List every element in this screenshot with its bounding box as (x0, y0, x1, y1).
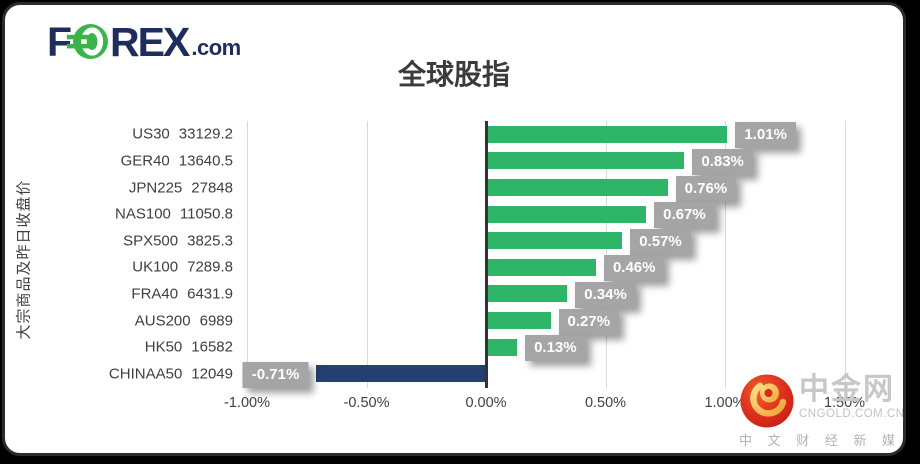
category-label: CHINAA50 12049 (5, 365, 233, 382)
value-label: -0.71% (242, 361, 309, 388)
value-label: 0.83% (692, 148, 753, 175)
index-close-price: 6431.9 (187, 285, 233, 303)
index-name: HK50 (144, 338, 183, 356)
value-label: 0.76% (675, 175, 737, 202)
index-name: UK100 (132, 258, 179, 276)
index-close-price: 33129.2 (178, 125, 233, 143)
forex-logo-rex: REX (110, 19, 190, 65)
category-label: JPN225 27848 (5, 179, 233, 196)
bar-positive (486, 179, 668, 196)
bar-positive (486, 312, 551, 329)
x-axis-tick: 0.00% (465, 395, 507, 411)
cngold-watermark-texts: 中金网 CNGOLD.COM.CN (799, 373, 905, 421)
forex-logo-f: F (47, 19, 72, 65)
category-label: UK100 7289.8 (5, 259, 233, 276)
index-name: AUS200 (134, 312, 191, 329)
forex-logo-com: .com (191, 35, 241, 60)
bar-positive (486, 258, 596, 276)
category-label: HK50 16582 (5, 339, 233, 356)
cngold-watermark-top: 中金网 CNGOLD.COM.CN (739, 373, 903, 429)
index-close-price: 27848 (191, 179, 233, 196)
gridline (366, 121, 368, 388)
index-name: NAS100 (115, 205, 171, 223)
chart-card: F REX .com 全球股指 大宗商品及昨日收盘价 -1.00% -0.50% 0… (2, 2, 906, 456)
value-label: 0.46% (603, 255, 665, 282)
category-label: NAS100 11050.8 (5, 206, 233, 223)
cngold-site-domain: CNGOLD.COM.CN (799, 408, 905, 420)
index-close-price: 6989 (199, 312, 233, 329)
cngold-watermark: 中金网 CNGOLD.COM.CN 中 文 财 经 新 媒 体 (739, 373, 903, 449)
bar-positive (486, 285, 568, 303)
category-label: GER40 13640.5 (5, 152, 233, 169)
gridline (247, 121, 248, 388)
index-close-price: 16582 (191, 338, 233, 356)
index-close-price: 3825.3 (187, 232, 233, 250)
index-name: SPX500 (123, 232, 179, 250)
cngold-logo-icon (740, 374, 794, 428)
index-name: CHINAA50 (108, 365, 183, 383)
x-axis-tick: -1.00% (224, 395, 270, 411)
bar-positive (486, 232, 623, 250)
value-label: 0.67% (654, 202, 715, 229)
category-label: FRA40 6431.9 (5, 285, 233, 302)
value-label: 0.13% (525, 335, 586, 362)
x-axis-tick: 0.50% (584, 395, 627, 411)
index-name: JPN225 (128, 179, 183, 196)
category-label: US30 33129.2 (5, 126, 233, 143)
gridline (605, 121, 607, 388)
bar-positive (486, 205, 647, 223)
x-axis-tick: 1.00% (704, 395, 746, 411)
index-name: FRA40 (131, 285, 179, 303)
index-name: GER40 (120, 152, 170, 170)
chart-title: 全球股指 (397, 59, 510, 90)
value-label: 0.27% (558, 308, 620, 335)
index-name: US30 (132, 125, 170, 143)
category-label: SPX500 3825.3 (5, 232, 233, 249)
gridline (725, 121, 726, 388)
x-axis-tick: 1.50% (823, 395, 866, 411)
forex-logo: F REX .com (47, 19, 241, 65)
bar-negative (316, 365, 486, 383)
value-label: 1.01% (735, 122, 796, 149)
zero-axis-line (484, 121, 488, 388)
cngold-site-name: 中金网 (799, 373, 895, 406)
forex-o-currency-icon (66, 24, 109, 59)
value-label: 0.34% (575, 281, 636, 308)
index-close-price: 7289.8 (187, 258, 233, 276)
category-label: AUS200 6989 (5, 312, 233, 329)
x-axis-tick: -0.50% (343, 395, 390, 411)
index-close-price: 11050.8 (179, 205, 233, 223)
cngold-tagline: 中 文 财 经 新 媒 体 (739, 433, 903, 448)
value-label: 0.57% (630, 228, 691, 255)
index-close-price: 13640.5 (178, 152, 233, 170)
gridline (844, 121, 846, 388)
plot-area: -1.00% -0.50% 0.00% 0.50% 1.00% 1.50% US30 3312… (5, 5, 903, 453)
bar-positive (486, 338, 518, 356)
bar-positive (486, 125, 728, 143)
index-close-price: 12049 (191, 365, 233, 383)
bar-positive (486, 152, 685, 170)
